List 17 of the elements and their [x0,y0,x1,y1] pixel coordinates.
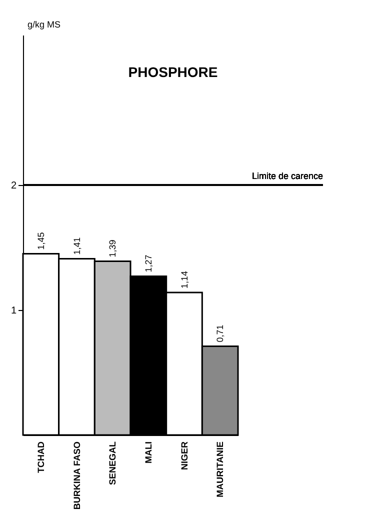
x-tick-label: MALI [143,442,154,464]
y-tick-label: 2 [10,180,17,192]
data-label: 1,41 [72,237,82,255]
y-tick-label: 1 [10,306,17,316]
x-tick-label: TCHAD [36,441,46,473]
x-tick-label: NIGER [179,441,190,470]
data-label: 1,45 [36,232,46,250]
x-tick-label: SENEGAL [108,441,118,486]
y-axis-title: g/kg MS [28,20,61,30]
data-label: 0,71 [215,324,226,342]
data-label: 1,27 [143,254,154,272]
x-tick-label: MAURITANIE [215,442,226,498]
data-label: 1,14 [179,270,190,288]
x-tick-label: BURKINA FASO [72,442,82,510]
text: PHOSPHORE [128,64,218,80]
ref-line-label: Limite de carence [252,171,323,181]
data-label: 1,39 [108,240,118,258]
